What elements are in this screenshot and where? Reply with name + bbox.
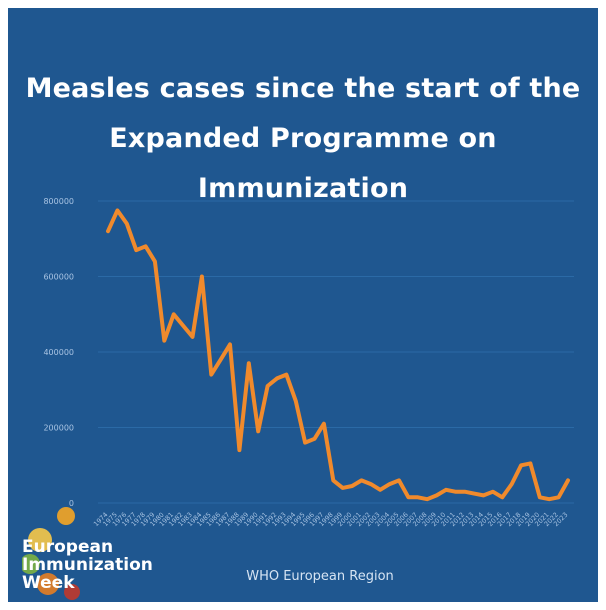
x-axis-label: WHO European Region <box>246 569 394 584</box>
line-chart: 0200000400000600000800000197419751976197… <box>43 197 574 584</box>
y-tick-label: 600000 <box>43 273 74 282</box>
series-line <box>106 208 570 502</box>
infographic-card: Measles cases since the start of the Exp… <box>8 8 598 602</box>
y-tick-label: 400000 <box>43 348 74 357</box>
chart-title-line-2: Expanded Programme on Immunization <box>109 123 497 204</box>
logo-line-3: Week <box>22 573 75 593</box>
logo-line-1: European <box>22 537 114 557</box>
chart-title: Measles cases since the start of the Exp… <box>8 64 598 214</box>
y-tick-label: 200000 <box>43 424 74 433</box>
logo-line-2: Immunization <box>22 555 153 575</box>
chart-title-line-1: Measles cases since the start of the <box>25 73 581 104</box>
y-tick-label: 0 <box>69 499 74 508</box>
logo: European Immunization Week <box>22 538 153 592</box>
logo-dots-icon <box>22 507 80 600</box>
y-tick-label: 800000 <box>43 197 74 206</box>
